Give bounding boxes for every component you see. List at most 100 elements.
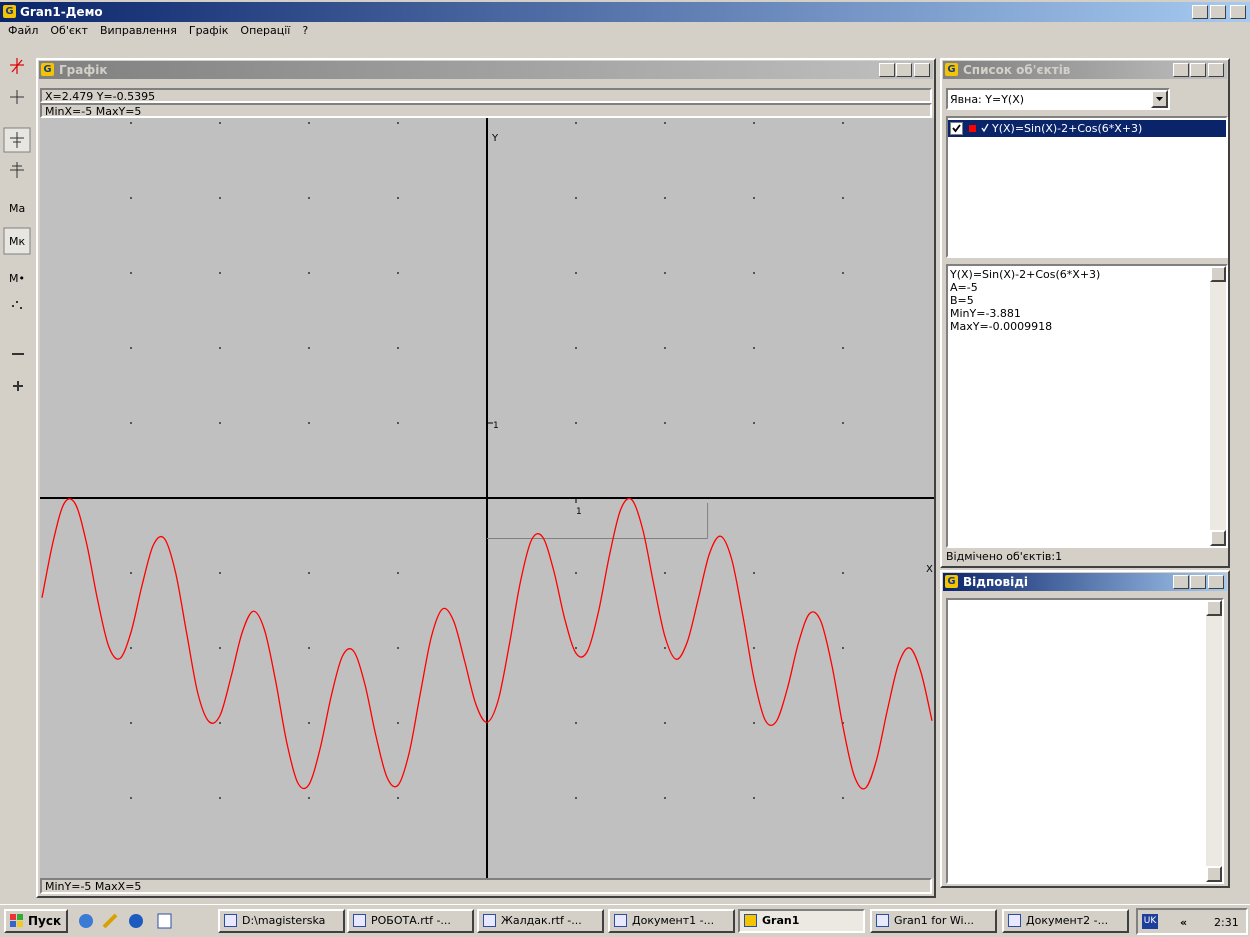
start-label: Пуск	[28, 914, 61, 928]
combo-button[interactable]	[1151, 90, 1168, 108]
task-button[interactable]: Документ1 -...	[608, 909, 735, 933]
task-icon	[614, 914, 627, 927]
grid-dot	[664, 647, 666, 649]
item-icons	[948, 120, 994, 137]
task-label: РОБОТА.rtf -...	[371, 914, 451, 927]
menu-item[interactable]: ?	[302, 24, 308, 37]
media-icon[interactable]	[129, 914, 143, 928]
answers-title-bar: G Відповіді	[943, 573, 1227, 591]
scrollbar[interactable]	[1210, 266, 1226, 546]
grid-dot	[219, 572, 221, 574]
icon	[12, 305, 14, 307]
grid-dot	[130, 647, 132, 649]
toolbar-label[interactable]: M•	[9, 272, 25, 285]
menu-item[interactable]: Об'єкт	[50, 24, 88, 37]
grid-dot	[575, 647, 577, 649]
graph-title-bar: G Графік	[39, 61, 933, 79]
grid-dot	[575, 197, 577, 199]
close-button[interactable]	[1208, 63, 1224, 77]
grid-dot	[753, 272, 755, 274]
scroll-up[interactable]	[1206, 600, 1222, 616]
task-label: Gran1	[762, 914, 799, 927]
info-line: A=-5	[950, 281, 1224, 294]
grid-dot	[308, 347, 310, 349]
menu-item[interactable]: Операції	[240, 24, 290, 37]
tray-expand[interactable]: «	[1180, 916, 1187, 929]
info-line: MaxY=-0.0009918	[950, 320, 1224, 333]
grid-dot	[575, 797, 577, 799]
task-button[interactable]: Документ2 -...	[1002, 909, 1129, 933]
window-icon: G	[41, 63, 54, 76]
icon	[20, 307, 22, 309]
task-button[interactable]: Жалдак.rtf -...	[477, 909, 604, 933]
grid-dot	[664, 122, 666, 124]
grid-dot	[664, 422, 666, 424]
quick-launch	[76, 911, 186, 931]
close-button[interactable]	[1230, 5, 1246, 19]
grid-dot	[130, 722, 132, 724]
task-button[interactable]: Gran1 for Wi...	[870, 909, 997, 933]
filter-combo[interactable]: Явна: Y=Y(X)	[946, 88, 1170, 110]
graph-title: Графік	[59, 63, 108, 77]
task-button[interactable]: РОБОТА.rtf -...	[347, 909, 474, 933]
toolbar-label[interactable]: Ma	[9, 202, 25, 215]
grid-dot	[842, 272, 844, 274]
grid-dot	[842, 572, 844, 574]
grid-dot	[753, 797, 755, 799]
maximize-button[interactable]	[1190, 575, 1206, 589]
grid-dot	[130, 197, 132, 199]
close-button[interactable]	[914, 63, 930, 77]
grid-dot	[575, 347, 577, 349]
bottom-status: MinY=-5 MaxX=5	[40, 878, 932, 894]
grid-dot	[753, 572, 755, 574]
grid-dot	[130, 422, 132, 424]
scroll-up[interactable]	[1210, 266, 1226, 282]
grid-dot	[664, 272, 666, 274]
legend-label: Y(X)=Sin(X)-2+Cos(6*X+3)	[992, 122, 1142, 135]
grid-dot	[219, 647, 221, 649]
task-button[interactable]: D:\magisterska	[218, 909, 345, 933]
logo	[17, 914, 23, 920]
grid-dot	[308, 647, 310, 649]
toolbar-icons	[0, 56, 34, 396]
top-status: MinX=-5 MaxY=5	[40, 103, 932, 118]
close-button[interactable]	[1208, 575, 1224, 589]
maximize-button[interactable]	[896, 63, 912, 77]
start-button[interactable]: Пуск	[4, 909, 68, 933]
maximize-button[interactable]	[1210, 5, 1226, 19]
logo	[10, 914, 16, 920]
menu-item[interactable]: Графік	[189, 24, 229, 37]
minimize-button[interactable]	[1173, 63, 1189, 77]
menu-item[interactable]: Виправлення	[100, 24, 177, 37]
arrow	[1156, 97, 1163, 101]
grid-dot	[308, 272, 310, 274]
menu-item[interactable]: Файл	[8, 24, 38, 37]
scroll-down[interactable]	[1210, 530, 1226, 546]
grid-dot	[664, 572, 666, 574]
outlook-icon[interactable]	[104, 915, 116, 927]
scrollbar[interactable]	[1206, 600, 1222, 882]
list-item[interactable]: Y(X)=Sin(X)-2+Cos(6*X+3)	[948, 120, 1226, 137]
minimize-button[interactable]	[1192, 5, 1208, 19]
minimize-button[interactable]	[879, 63, 895, 77]
info-line: B=5	[950, 294, 1224, 307]
grid-dot	[308, 422, 310, 424]
language[interactable]: UK	[1142, 914, 1158, 929]
task-icon	[224, 914, 237, 927]
ie-icon[interactable]	[79, 914, 93, 928]
grid-dot	[397, 797, 399, 799]
toolbar-label[interactable]: Mк	[9, 235, 25, 248]
objects-title-bar: G Список об'єктів	[943, 61, 1227, 79]
task-label: Документ1 -...	[632, 914, 714, 927]
grid-dot	[753, 347, 755, 349]
x-tick-label: 1	[576, 507, 582, 517]
scroll-down[interactable]	[1206, 866, 1222, 882]
app-title: Gran1-Демо	[20, 5, 103, 19]
task-button[interactable]: Gran1	[738, 909, 865, 933]
task-label: Gran1 for Wi...	[894, 914, 974, 927]
minimize-button[interactable]	[1173, 575, 1189, 589]
maximize-button[interactable]	[1190, 63, 1206, 77]
word-icon[interactable]	[158, 914, 171, 928]
grid-dot	[664, 197, 666, 199]
grid-dot	[753, 647, 755, 649]
